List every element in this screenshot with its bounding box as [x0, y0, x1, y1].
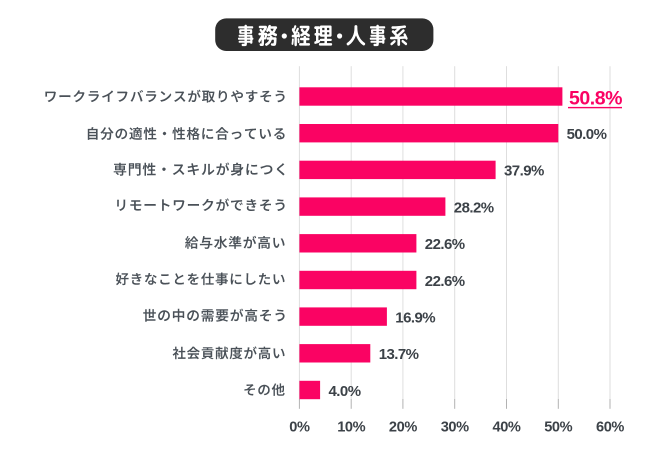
svg-text:4.0%: 4.0%	[329, 383, 361, 400]
svg-text:0%: 0%	[289, 420, 310, 436]
svg-text:60%: 60%	[596, 420, 624, 436]
svg-text:22.6%: 22.6%	[425, 236, 465, 253]
svg-text:30%: 30%	[441, 420, 469, 436]
svg-text:10%: 10%	[337, 420, 365, 436]
svg-text:50.0%: 50.0%	[567, 126, 607, 143]
svg-text:37.9%: 37.9%	[504, 163, 544, 180]
svg-text:16.9%: 16.9%	[395, 309, 435, 326]
svg-text:50.8%: 50.8%	[569, 88, 622, 110]
svg-text:50%: 50%	[544, 420, 572, 436]
svg-text:40%: 40%	[492, 420, 520, 436]
svg-text:28.2%: 28.2%	[454, 199, 494, 216]
svg-text:13.7%: 13.7%	[379, 346, 419, 363]
svg-text:22.6%: 22.6%	[425, 273, 465, 290]
svg-text:20%: 20%	[389, 420, 417, 436]
